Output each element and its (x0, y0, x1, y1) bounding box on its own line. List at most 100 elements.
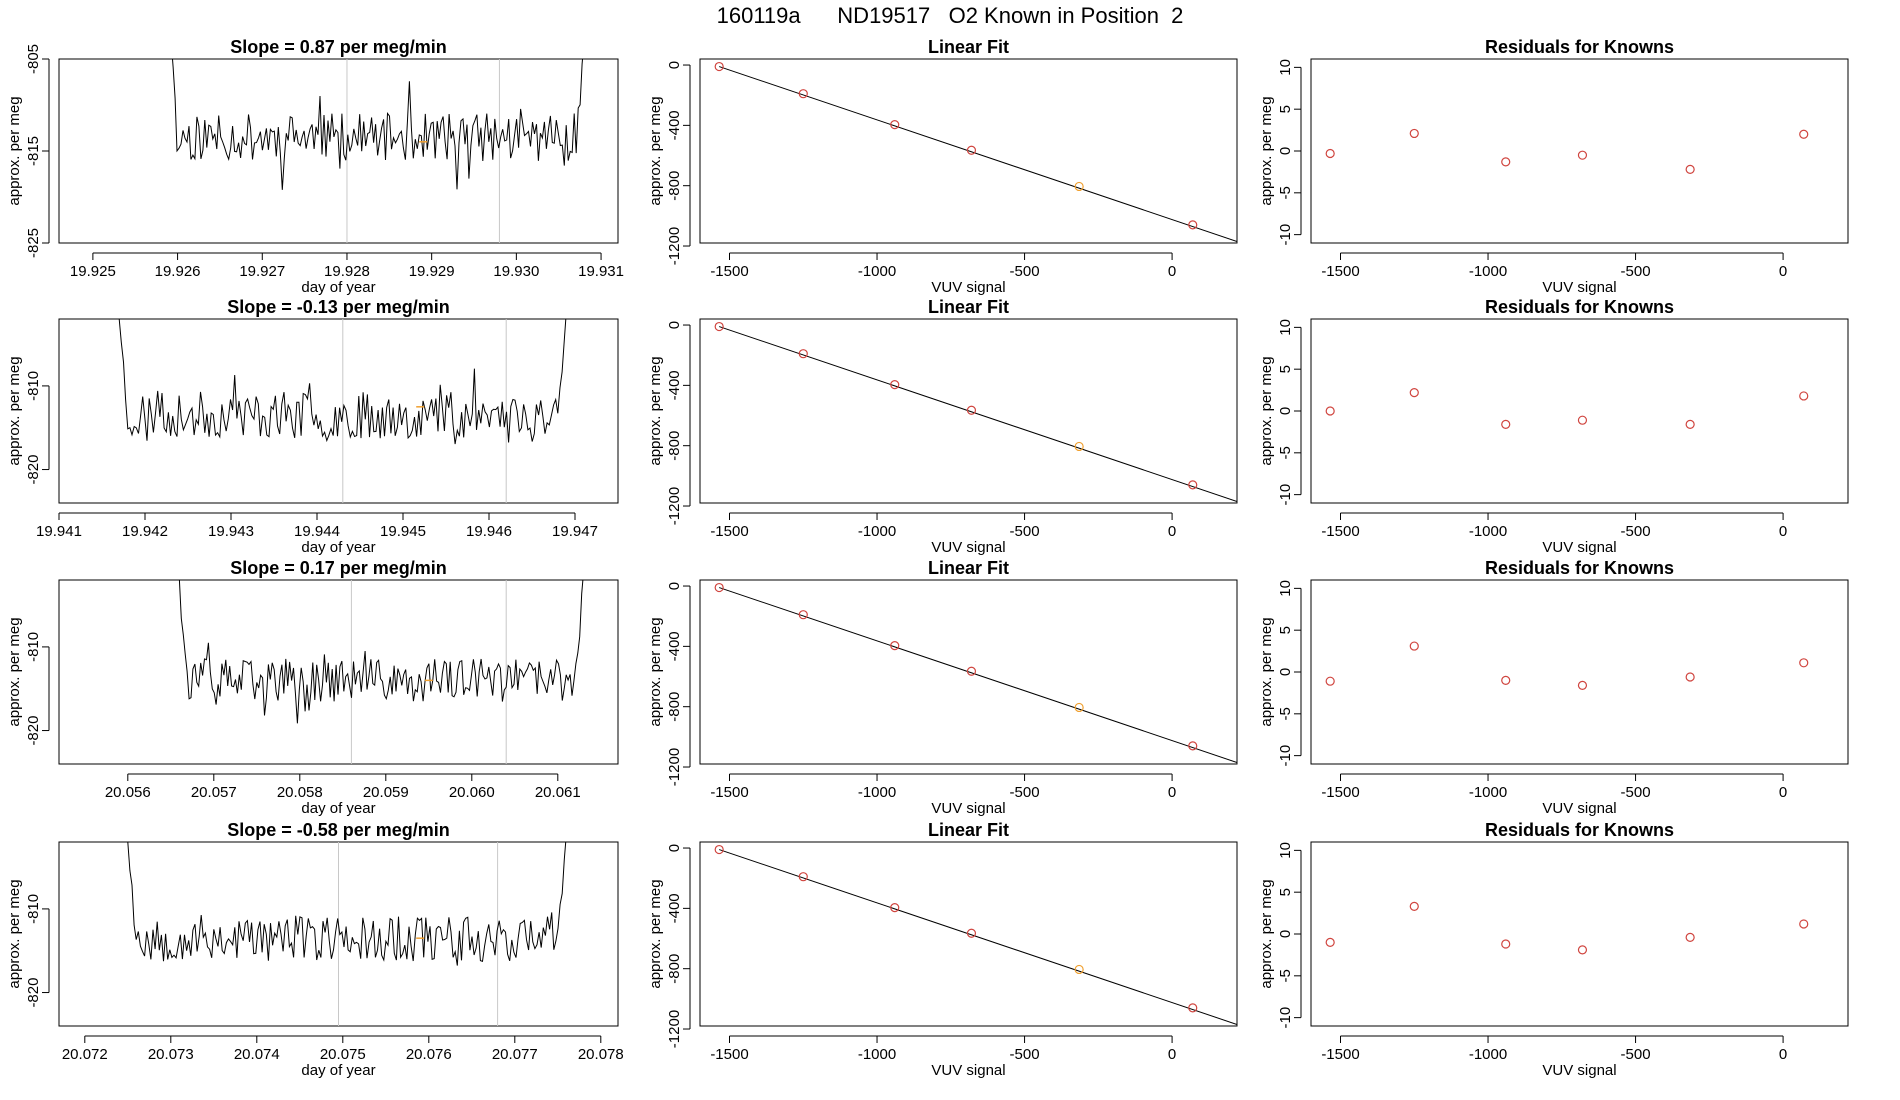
x-tick-label: -500 (1010, 523, 1040, 540)
y-axis-label: approx. per meg (647, 356, 664, 465)
y-tick-label: -10 (1277, 224, 1294, 246)
y-tick-label: 10 (1277, 319, 1294, 336)
panel-title: Linear Fit (928, 558, 1009, 578)
y-tick-label: -800 (666, 431, 683, 461)
plot-area (714, 321, 1237, 502)
x-tick-label: 0 (1168, 1046, 1176, 1063)
x-tick-label: -1500 (1321, 1046, 1359, 1063)
panel-title: Slope = 0.87 per meg/min (230, 37, 447, 57)
x-tick-label: 0 (1779, 1046, 1787, 1063)
plot-frame (1310, 58, 1849, 244)
fit-point (798, 872, 808, 882)
x-tick-label: -1000 (1469, 263, 1507, 280)
x-tick-label: -500 (1621, 784, 1651, 801)
x-axis-label: VUV signal (1542, 539, 1616, 556)
plot-area (714, 582, 1237, 763)
y-axis-label: approx. per meg (6, 96, 23, 205)
fit-point (714, 582, 724, 593)
y-tick-label: -810 (25, 632, 42, 662)
x-tick-label: -1000 (858, 784, 896, 801)
fit-point (890, 641, 900, 651)
residual-point (1577, 150, 1588, 160)
x-tick-label: 19.944 (294, 523, 340, 540)
y-tick-label: -1200 (666, 487, 683, 525)
fit-point (1074, 441, 1084, 452)
x-tick-label: 20.072 (62, 1046, 108, 1063)
x-axis-label: day of year (301, 279, 375, 296)
y-tick-label: 5 (1277, 365, 1294, 373)
y-tick-label: 5 (1277, 105, 1294, 113)
fit-line (719, 326, 1237, 502)
x-tick-label: 20.073 (148, 1046, 194, 1063)
fit-point (1074, 181, 1084, 192)
panel-residuals-4: Residuals for Knowns -1500 -1000 -500 0 VUV s… (1258, 820, 1849, 1079)
fit-point (890, 903, 900, 913)
figure-title: 160119a ND19517 O2 Known in Position 2 (716, 3, 1184, 28)
y-tick-label: 5 (1277, 888, 1294, 896)
y-tick-label: -10 (1277, 484, 1294, 506)
panel-timeseries-4: Slope = -0.58 per meg/min 20.072 20.073 20.… (6, 820, 624, 1079)
residual-point (1409, 641, 1419, 651)
x-tick-label: 19.927 (239, 263, 285, 280)
y-tick-label: -815 (25, 136, 42, 166)
panel-residuals-2: Residuals for Knowns -1500 -1000 -500 0 VUV s… (1258, 297, 1849, 556)
data-series-line (127, 842, 567, 966)
y-tick-label: 0 (666, 844, 683, 852)
x-tick-label: 19.945 (380, 523, 426, 540)
x-tick-label: -1000 (858, 263, 896, 280)
x-tick-label: 19.925 (70, 263, 116, 280)
x-axis-label: day of year (301, 1062, 375, 1079)
y-tick-label: -805 (25, 44, 42, 74)
x-tick-label: 19.941 (36, 523, 82, 540)
x-tick-label: -1000 (1469, 1046, 1507, 1063)
x-tick-label: 20.076 (406, 1046, 452, 1063)
y-axis-label: approx. per meg (647, 96, 664, 205)
y-axis-label: approx. per meg (6, 617, 23, 726)
panel-title: Slope = -0.13 per meg/min (227, 297, 450, 317)
panel-fit-3: Linear Fit -1500 -1000 -500 0 VUV signal 0 -400… (647, 558, 1238, 817)
x-axis-label: day of year (301, 800, 375, 817)
plot-area (1325, 641, 1809, 690)
panel-fit-1: Linear Fit -1500 -1000 -500 0 VUV signal 0 -400… (647, 37, 1238, 296)
x-tick-label: 19.943 (208, 523, 254, 540)
plot-area (1325, 388, 1809, 429)
plot-frame (699, 58, 1238, 244)
panel-residuals-3: Residuals for Knowns -1500 -1000 -500 0 VUV s… (1258, 558, 1849, 817)
x-axis-label: VUV signal (931, 800, 1005, 817)
residual-point (1577, 680, 1588, 690)
plot-area (1325, 128, 1809, 174)
y-tick-label: -810 (25, 894, 42, 924)
residual-point (1325, 148, 1335, 159)
y-axis-label: approx. per meg (647, 617, 664, 726)
x-tick-label: 0 (1779, 784, 1787, 801)
fit-point (714, 844, 724, 855)
y-tick-label: -1200 (666, 748, 683, 786)
x-tick-label: 20.057 (191, 784, 237, 801)
y-tick-label: -800 (666, 692, 683, 722)
x-tick-label: 20.059 (363, 784, 409, 801)
panel-title: Residuals for Knowns (1485, 37, 1674, 57)
y-tick-label: -10 (1277, 745, 1294, 767)
y-axis-label: approx. per meg (6, 879, 23, 988)
x-axis-label: VUV signal (931, 279, 1005, 296)
y-axis-label: approx. per meg (1258, 617, 1275, 726)
residual-point (1501, 419, 1511, 429)
x-tick-label: 0 (1779, 263, 1787, 280)
plot-frame (58, 579, 619, 765)
y-tick-label: -820 (25, 978, 42, 1008)
y-tick-label: -5 (1277, 186, 1294, 199)
y-tick-label: 0 (1277, 147, 1294, 155)
x-tick-label: -1500 (1321, 523, 1359, 540)
x-tick-label: 20.075 (320, 1046, 366, 1063)
y-tick-label: -1200 (666, 1010, 683, 1048)
residual-point (1501, 675, 1511, 685)
x-tick-label: 20.078 (578, 1046, 624, 1063)
plot-frame (58, 58, 619, 244)
y-tick-label: 0 (1277, 668, 1294, 676)
fit-point (890, 120, 900, 130)
x-tick-label: -1000 (1469, 784, 1507, 801)
y-axis-label: approx. per meg (6, 356, 23, 465)
fit-point (1074, 964, 1084, 975)
plot-frame (1310, 318, 1849, 504)
x-axis-label: day of year (301, 539, 375, 556)
